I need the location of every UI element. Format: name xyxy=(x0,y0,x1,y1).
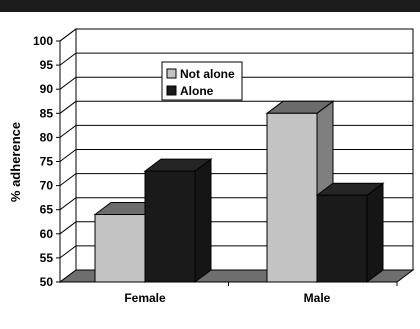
y-tick-labels: 50 55 60 65 70 75 80 85 90 95 100 xyxy=(33,34,61,289)
y-tick-label: 85 xyxy=(40,106,54,120)
y-tick-label: 80 xyxy=(40,130,54,144)
gridline xyxy=(59,52,413,66)
y-tick-label: 100 xyxy=(33,34,53,48)
y-tick-label: 75 xyxy=(40,155,54,169)
legend-label: Not alone xyxy=(180,67,235,81)
legend-label: Alone xyxy=(180,84,214,98)
top-border-bar xyxy=(0,0,420,12)
bar-side xyxy=(194,158,212,283)
y-tick-label: 50 xyxy=(40,275,54,289)
legend: Not alone Alone xyxy=(161,61,243,101)
legend-swatch xyxy=(166,68,177,79)
bar-side xyxy=(366,182,384,283)
bar-front xyxy=(94,214,146,283)
bar-front xyxy=(316,194,368,283)
x-tick-label: Female xyxy=(124,291,166,305)
gridline xyxy=(59,76,413,90)
gridline xyxy=(59,28,413,42)
y-tick-label: 65 xyxy=(40,203,54,217)
x-tick-labels: Female Male xyxy=(60,281,398,305)
y-axis-label: % adherence xyxy=(8,122,23,202)
y-tick-label: 90 xyxy=(40,82,54,96)
y-tick-label: 95 xyxy=(40,58,54,72)
y-tick-label: 55 xyxy=(40,251,54,265)
y-tick-label: 60 xyxy=(40,227,54,241)
bar-front xyxy=(144,170,196,283)
x-tick-label: Male xyxy=(304,291,331,305)
bar-front xyxy=(266,112,318,283)
y-tick-label: 70 xyxy=(40,179,54,193)
bar-female-alone xyxy=(143,158,213,283)
legend-swatch xyxy=(166,85,177,96)
bar-male-alone xyxy=(315,182,385,283)
bars xyxy=(93,100,385,283)
